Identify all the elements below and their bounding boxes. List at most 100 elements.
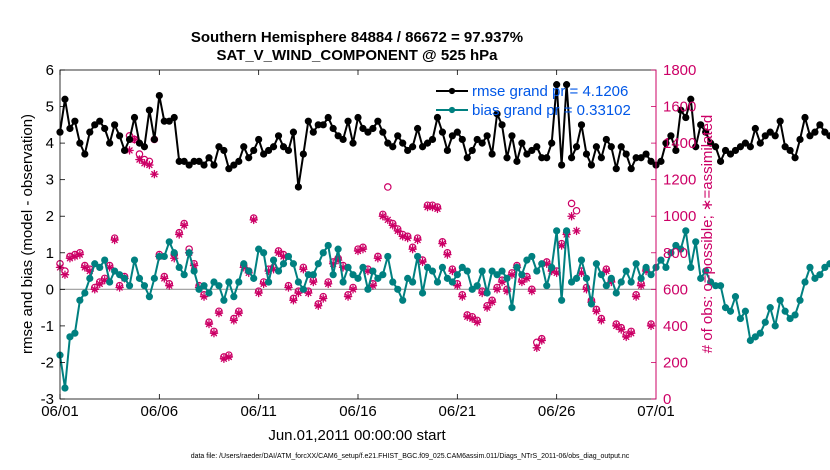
rmse-point	[642, 150, 650, 158]
rmse-point	[523, 150, 531, 158]
rmse-point	[736, 143, 745, 151]
obs-assimilated-marker	[294, 288, 303, 298]
bias-point	[707, 278, 715, 286]
obs-assimilated-marker	[145, 160, 154, 170]
rmse-point	[687, 95, 695, 103]
rmse-point	[707, 139, 715, 147]
rmse-point	[61, 95, 69, 103]
rmse-point	[607, 143, 615, 151]
obs-assimilated-marker	[209, 328, 219, 338]
bias-point	[160, 252, 168, 261]
bias-point	[746, 336, 754, 345]
obs-assimilated-marker	[358, 244, 368, 254]
bias-point	[220, 296, 228, 304]
bias-point	[448, 278, 456, 286]
bias-point	[503, 274, 511, 282]
bias-point	[86, 274, 94, 282]
rmse-point	[220, 146, 228, 155]
rmse-point	[712, 143, 720, 151]
rmse-point	[572, 143, 581, 151]
rmse-point	[319, 121, 327, 129]
bias-point	[175, 263, 183, 271]
rmse-point	[478, 139, 486, 147]
left-y-tick-label: -2	[41, 354, 54, 371]
rmse-point	[577, 121, 586, 129]
x-tick-label: 06/01	[41, 403, 79, 420]
bias-point	[96, 263, 104, 271]
bias-point	[324, 241, 332, 250]
obs-assimilated-marker	[497, 277, 507, 287]
bias-point	[349, 271, 357, 279]
obs-assimilated-marker	[616, 325, 626, 334]
obs-assimilated-marker	[204, 319, 214, 329]
obs-assimilated-marker	[174, 230, 184, 239]
obs-assimilated-marker	[418, 257, 427, 267]
bias-point	[647, 271, 655, 279]
bias-point	[622, 267, 630, 275]
bias-point	[657, 256, 665, 264]
obs-assimilated-marker	[612, 321, 621, 331]
rmse-point	[294, 183, 302, 191]
rmse-point	[170, 113, 178, 122]
obs-assimilated-marker	[577, 268, 586, 278]
bias-point	[543, 282, 551, 290]
rmse-point	[488, 150, 496, 158]
bias-point	[91, 260, 99, 268]
obs-assimilated-marker	[160, 274, 169, 283]
rmse-point	[369, 124, 377, 133]
obs-assimilated-marker	[403, 233, 412, 243]
obs-assimilated-marker	[467, 314, 477, 323]
bias-point	[716, 282, 725, 290]
obs-assimilated-marker	[472, 317, 482, 327]
bias-point	[344, 263, 352, 271]
bias-point	[523, 256, 531, 264]
rmse-point	[409, 143, 417, 151]
bias-point	[334, 245, 342, 253]
obs-assimilated-marker	[80, 263, 90, 272]
rmse-point	[309, 128, 317, 136]
rmse-point	[597, 154, 605, 162]
rmse-point	[433, 113, 442, 122]
obs-assimilated-marker	[115, 283, 124, 292]
bias-point	[513, 263, 521, 271]
obs-assimilated-marker	[135, 155, 144, 164]
rmse-point	[558, 161, 566, 169]
rmse-point	[662, 139, 670, 147]
rmse-point	[379, 128, 387, 136]
legend-bias-label: bias grand pr = 0.33102	[472, 102, 631, 119]
rmse-point	[269, 143, 278, 151]
bias-point	[672, 241, 680, 250]
left-y-tick-label: 1	[46, 245, 54, 262]
bias-point	[339, 278, 347, 286]
chart-title-line-1: Southern Hemisphere 84884 / 86672 = 97.9…	[191, 29, 523, 46]
rmse-series	[56, 81, 830, 191]
rmse-point	[726, 150, 735, 158]
rmse-point	[81, 150, 89, 158]
obs-assimilated-marker	[443, 250, 452, 259]
bias-point	[682, 227, 690, 235]
rmse-point	[508, 132, 516, 140]
obs-assimilated-marker	[487, 297, 497, 307]
data-file-footer: data file: /Users/raeder/DAI/ATM_forcXX/…	[191, 453, 630, 460]
x-tick-label: 07/01	[637, 403, 675, 420]
obs-assimilated-marker	[621, 332, 631, 342]
rmse-point	[265, 146, 273, 155]
bias-point	[414, 252, 422, 261]
bias-point	[612, 289, 620, 297]
bias-point	[428, 267, 437, 275]
rmse-point	[582, 150, 591, 158]
rmse-point	[165, 117, 173, 125]
bias-point	[597, 271, 605, 279]
bias-point	[101, 256, 109, 264]
rmse-point	[637, 154, 645, 162]
obs-assimilated-marker	[557, 241, 566, 250]
rmse-point	[116, 132, 124, 140]
rmse-point	[250, 146, 258, 155]
rmse-point	[548, 139, 556, 147]
x-tick-label: 06/26	[538, 403, 576, 420]
obs-assimilated-marker	[532, 343, 542, 353]
rmse-point	[71, 117, 79, 125]
rmse-point	[150, 135, 158, 144]
bias-point	[215, 282, 223, 290]
rmse-point	[334, 132, 342, 140]
